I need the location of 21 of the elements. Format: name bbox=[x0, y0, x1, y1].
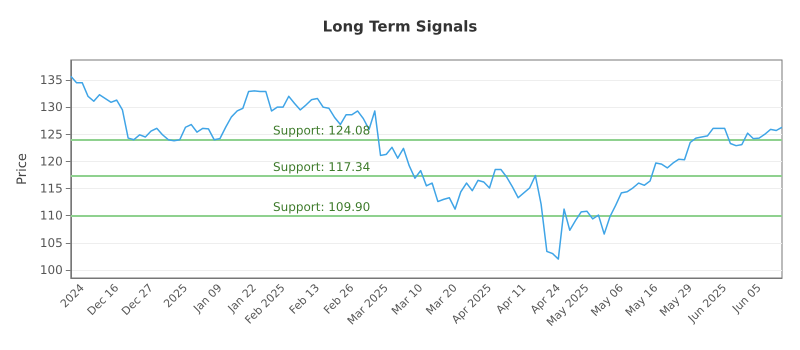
ref-line-label: Support: 117.34 bbox=[273, 160, 370, 174]
y-axis-title: Price bbox=[15, 153, 30, 185]
x-tick-label: Jan 09 bbox=[190, 281, 225, 316]
x-tick-label: Apr 11 bbox=[494, 281, 528, 316]
y-tick-label: 125 bbox=[40, 127, 63, 142]
y-tick-label: 120 bbox=[40, 154, 63, 168]
ref-line-label: Support: 124.08 bbox=[273, 123, 370, 138]
x-tick-label: Mar 10 bbox=[389, 281, 426, 318]
x-tick-label: Dec 27 bbox=[119, 281, 156, 318]
y-tick-label: 115 bbox=[40, 182, 63, 196]
ref-line-label: Support: 109.90 bbox=[273, 200, 370, 214]
x-tick-label: Jun 05 bbox=[729, 281, 764, 316]
x-tick-label: Feb 13 bbox=[286, 281, 322, 317]
y-tick-label: 135 bbox=[40, 73, 63, 88]
y-tick-label: 110 bbox=[40, 208, 63, 223]
line-series bbox=[70, 76, 783, 260]
x-tick-label: Dec 16 bbox=[84, 281, 122, 318]
chart-title: Long Term Signals bbox=[322, 18, 478, 36]
y-tick-label: 105 bbox=[40, 236, 63, 250]
y-tick-label: 130 bbox=[40, 100, 63, 114]
y-tick-label: 100 bbox=[40, 262, 63, 277]
